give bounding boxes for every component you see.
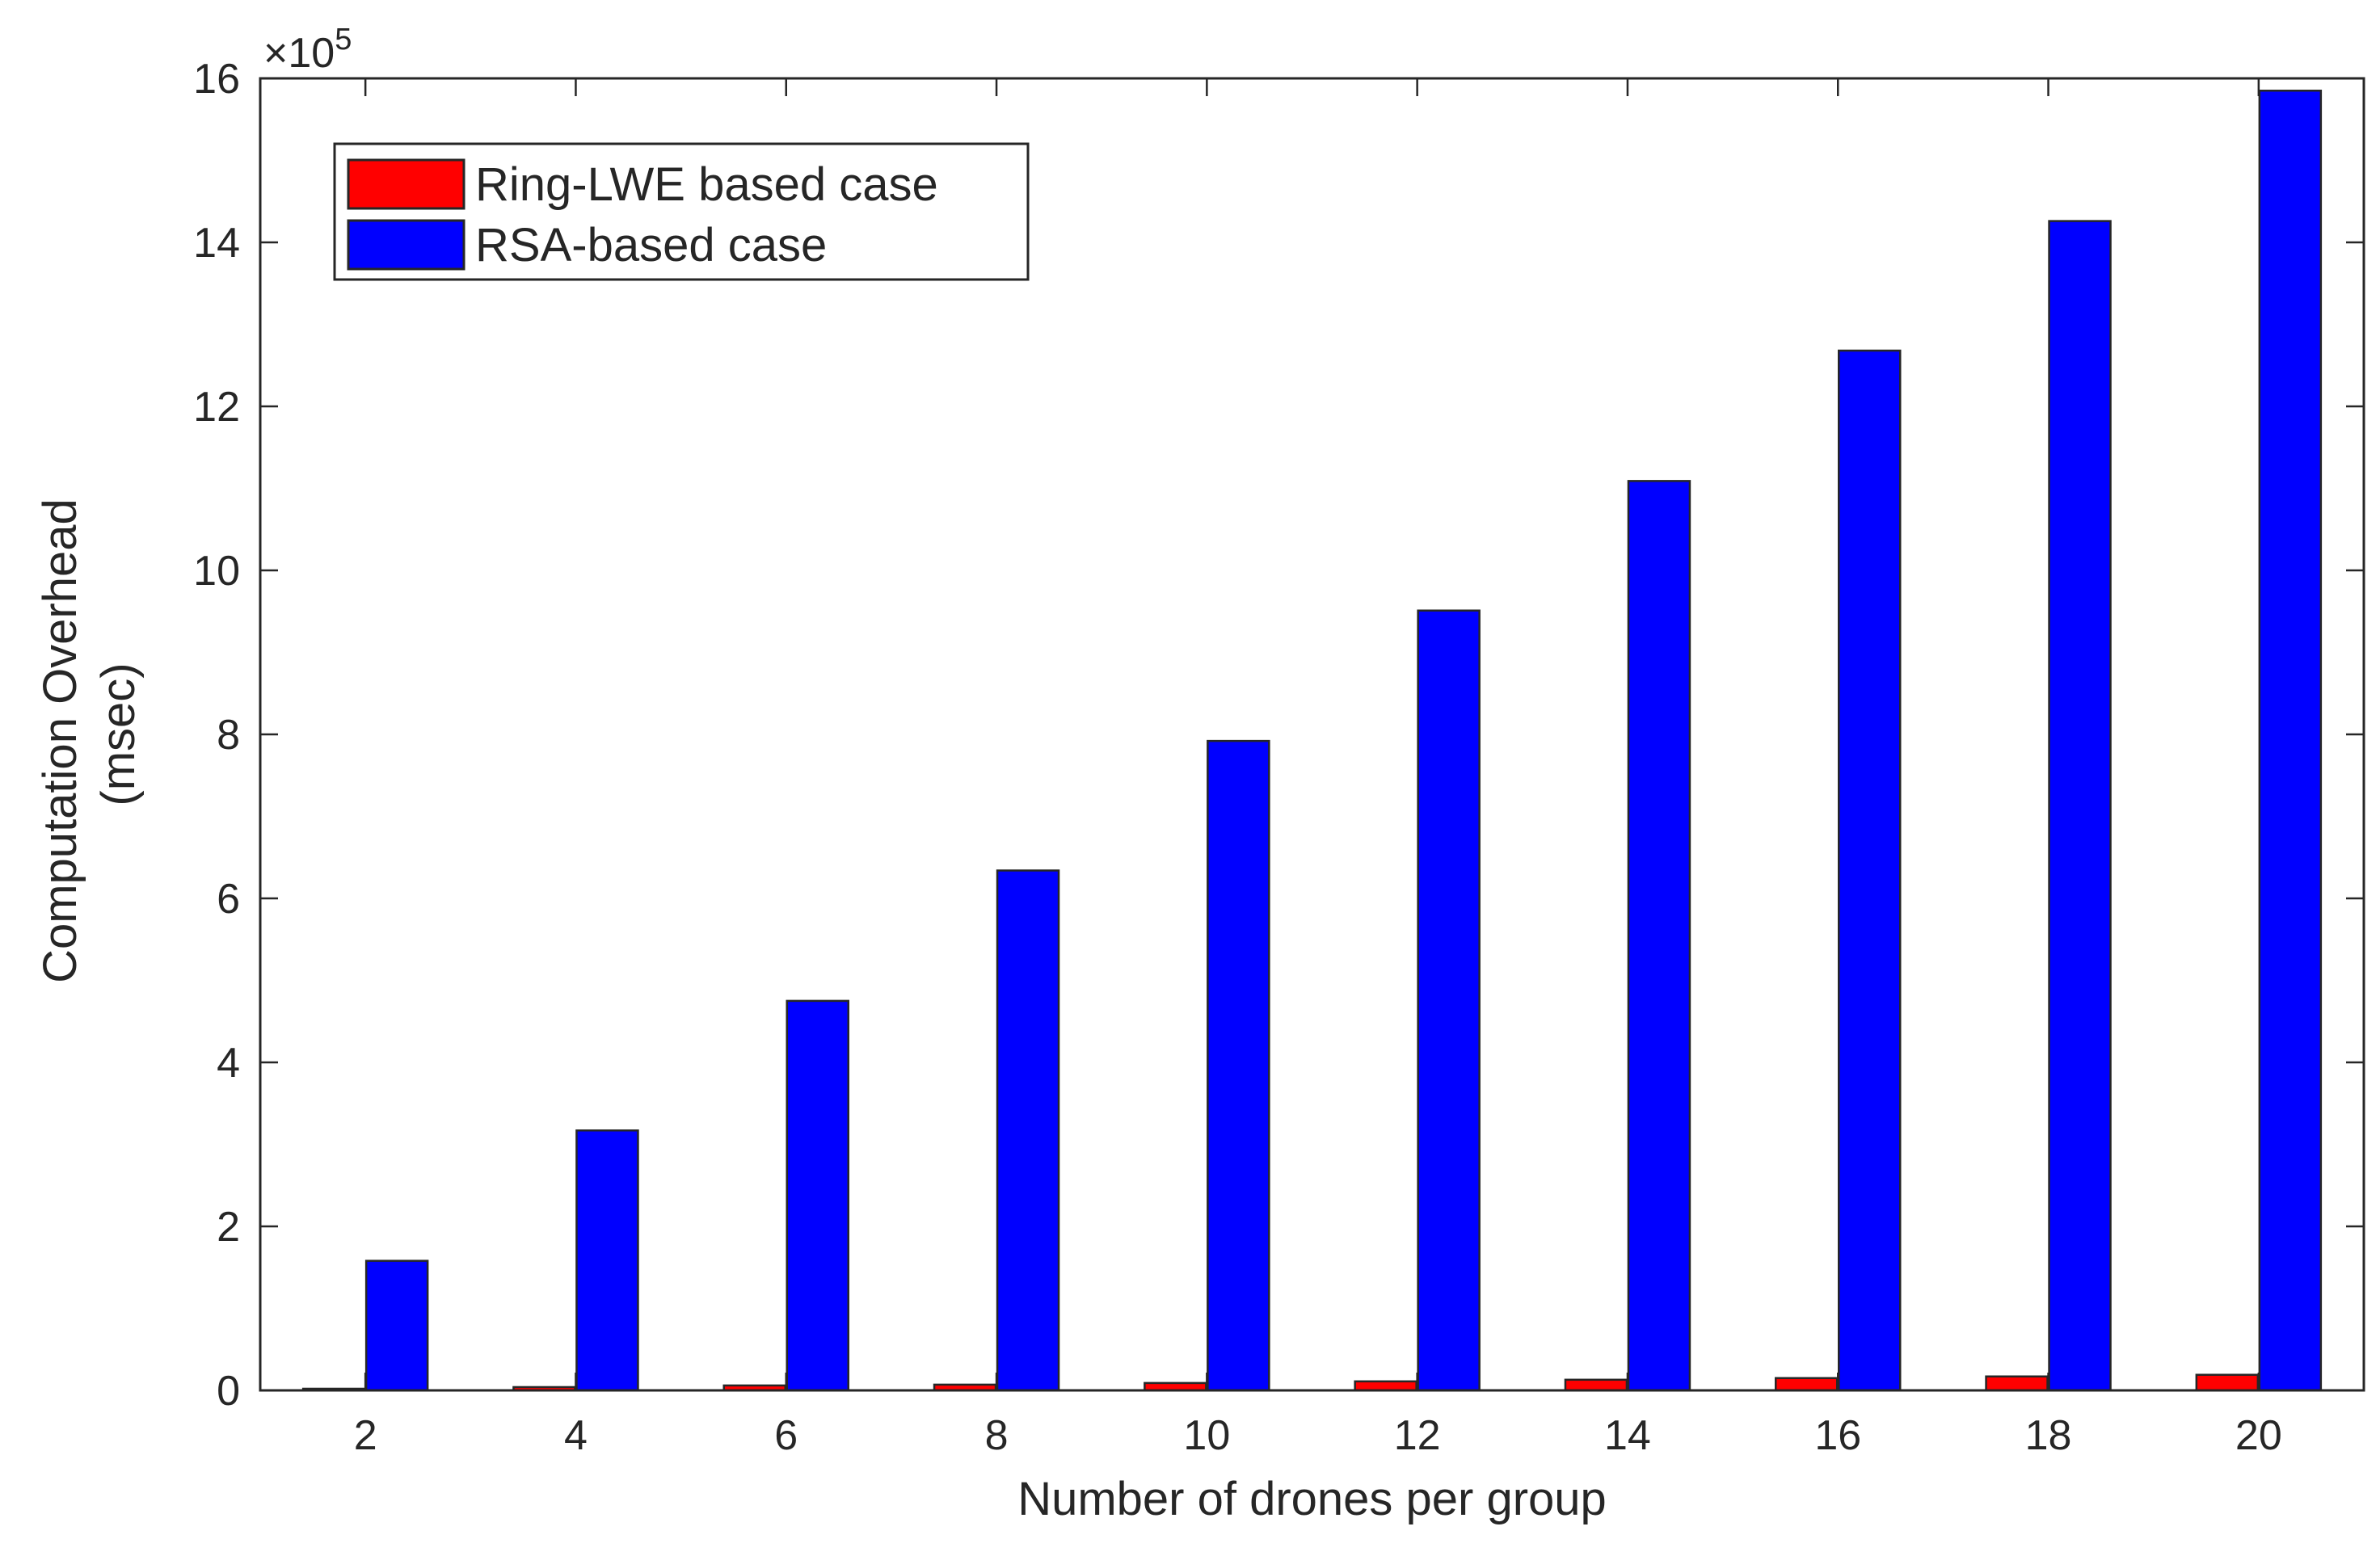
bar-ring-lwe-16 <box>1775 1377 1839 1392</box>
x-tick-label: 2 <box>354 1412 377 1459</box>
exponent-base: ×10 <box>263 30 335 77</box>
y-tick-label: 10 <box>193 548 240 595</box>
y-tick-label: 2 <box>217 1204 240 1251</box>
y-axis-label-line-1: Computation Overhead <box>34 498 86 983</box>
x-tick-label: 8 <box>985 1412 1009 1459</box>
x-tick-label: 16 <box>1814 1412 1861 1459</box>
x-tick-label: 12 <box>1394 1412 1441 1459</box>
bar-ring-lwe-20 <box>2195 1373 2260 1392</box>
x-tick-label: 20 <box>2235 1412 2282 1459</box>
bar-rsa-2 <box>364 1260 429 1392</box>
bar-rsa-14 <box>1627 480 1691 1392</box>
bar-ring-lwe-12 <box>1354 1380 1417 1392</box>
bars <box>301 89 2323 1392</box>
y-tick-label: 4 <box>217 1040 240 1087</box>
bar-rsa-18 <box>2048 220 2112 1392</box>
legend-label-ring-lwe: Ring-LWE based case <box>475 158 938 211</box>
y-exponent-label: ×105 <box>263 23 352 77</box>
bar-rsa-8 <box>996 869 1060 1392</box>
x-tick-label: 10 <box>1183 1412 1230 1459</box>
bar-rsa-20 <box>2258 89 2323 1392</box>
y-tick-label: 14 <box>193 220 240 267</box>
bar-rsa-4 <box>575 1129 639 1392</box>
bar-rsa-16 <box>1838 349 1902 1392</box>
legend-swatch-ring-lwe <box>347 158 465 210</box>
bar-rsa-6 <box>786 999 849 1392</box>
exponent-power: 5 <box>335 23 352 57</box>
bar-rsa-12 <box>1417 609 1481 1392</box>
x-axis-label: Number of drones per group <box>1017 1473 1607 1525</box>
x-tick-label: 14 <box>1604 1412 1651 1459</box>
y-tick-label: 16 <box>193 56 240 103</box>
y-tick-label: 6 <box>217 876 240 923</box>
bar-ring-lwe-18 <box>1985 1375 2049 1392</box>
x-tick-label: 6 <box>774 1412 798 1459</box>
y-axis-label: Computation Overhead (msec) <box>34 486 145 983</box>
bar-ring-lwe-14 <box>1564 1378 1628 1392</box>
y-tick-label: 0 <box>217 1368 240 1415</box>
bar-rsa-10 <box>1207 739 1270 1392</box>
axis-ticks: 2 4 6 8 10 12 14 16 18 20 0 2 4 6 8 10 12 14 16 <box>193 56 2364 1459</box>
x-tick-label: 4 <box>564 1412 588 1459</box>
legend: Ring-LWE based case RSA-based case <box>333 142 1030 281</box>
y-tick-label: 12 <box>193 384 240 431</box>
legend-label-rsa: RSA-based case <box>475 219 827 271</box>
legend-swatch-rsa <box>347 219 465 271</box>
y-tick-label: 8 <box>217 712 240 759</box>
x-tick-label: 18 <box>2025 1412 2072 1459</box>
y-axis-label-line-2: (msec) <box>92 662 145 805</box>
